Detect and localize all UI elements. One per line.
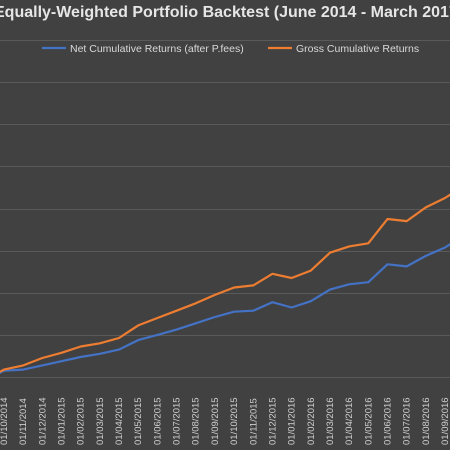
series-line-net xyxy=(0,243,450,374)
legend-label: Net Cumulative Returns (after P.fees) xyxy=(70,43,244,55)
x-tick-label: 01/02/2015 xyxy=(76,397,87,445)
x-tick-label: 01/10/2015 xyxy=(229,397,240,445)
x-tick-label: 01/06/2016 xyxy=(382,397,393,445)
series-line-gross xyxy=(0,193,450,373)
chart-title: Equally-Weighted Portfolio Backtest (Jun… xyxy=(0,4,450,21)
x-tick-label: 01/02/2016 xyxy=(306,397,317,445)
x-tick-label: 01/12/2015 xyxy=(267,397,278,445)
x-tick-label: 01/11/2015 xyxy=(248,398,259,445)
x-tick-label: 01/01/2016 xyxy=(287,397,298,445)
x-tick-label: 01/04/2016 xyxy=(344,397,355,445)
x-tick-label: 01/07/2015 xyxy=(172,397,183,445)
legend-label: Gross Cumulative Returns xyxy=(296,43,419,55)
x-tick-label: 01/08/2016 xyxy=(421,397,432,445)
x-tick-label: 01/03/2015 xyxy=(95,397,106,445)
x-tick-label: 01/09/2015 xyxy=(210,397,221,445)
x-tick-label: 01/10/2014 xyxy=(0,397,10,445)
x-tick-label: 01/09/2016 xyxy=(440,397,450,445)
x-tick-label: 01/08/2015 xyxy=(191,397,202,445)
x-tick-label: 01/04/2015 xyxy=(114,397,125,445)
x-tick-label: 01/06/2015 xyxy=(152,397,163,445)
x-tick-label: 01/05/2015 xyxy=(133,397,144,445)
x-tick-label: 01/12/2014 xyxy=(37,397,48,445)
x-tick-label: 01/05/2016 xyxy=(363,397,374,445)
x-tick-label: 01/03/2016 xyxy=(325,397,336,445)
x-tick-label: 01/11/2014 xyxy=(18,398,29,445)
x-tick-label: 01/07/2016 xyxy=(402,397,413,445)
x-tick-label: 01/01/2015 xyxy=(57,397,68,445)
